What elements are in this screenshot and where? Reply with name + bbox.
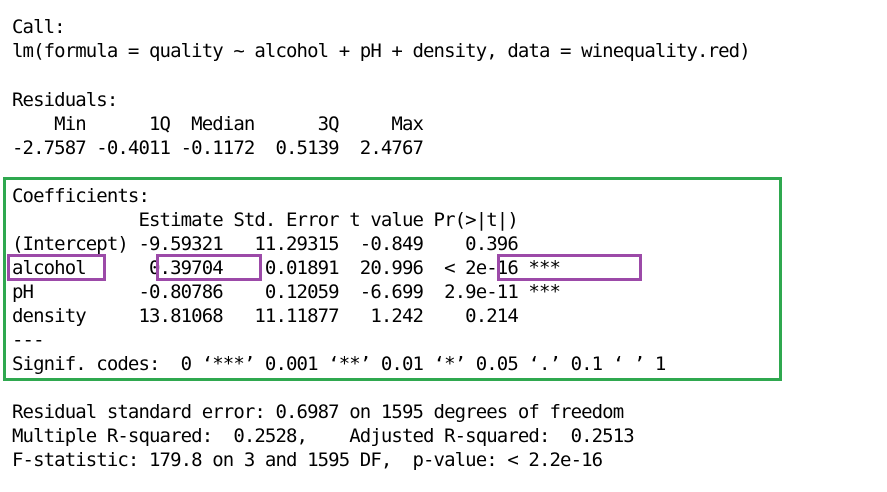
significance-codes: Signif. codes: 0 ‘***’ 0.001 ‘**’ 0.01 ‘… [12, 353, 666, 375]
residuals-quantile-labels: Min 1Q Median 3Q Max [12, 113, 434, 135]
coefficients-header: Coefficients: [12, 185, 150, 207]
call-header: Call: [12, 16, 66, 38]
significance-separator: --- [12, 329, 45, 351]
residual-standard-error: Residual standard error: 0.6987 on 1595 … [12, 401, 624, 423]
coefficient-row-ph: pH -0.80786 0.12059 -6.699 2.9e-11 *** [12, 281, 561, 303]
residuals-quantile-values: -2.7587 -0.4011 -0.1172 0.5139 2.4767 [12, 137, 434, 159]
residuals-header: Residuals: [12, 89, 118, 111]
r-squared-line: Multiple R-squared: 0.2528, Adjusted R-s… [12, 425, 645, 447]
coefficient-row-density: density 13.81068 11.11877 1.242 0.214 [12, 305, 561, 327]
coefficient-row-alcohol: alcohol 0.39704 0.01891 20.996 < 2e-16 *… [12, 257, 561, 279]
call-formula: lm(formula = quality ~ alcohol + pH + de… [12, 40, 751, 62]
coefficients-column-header: Estimate Std. Error t value Pr(>|t|) [12, 209, 561, 231]
f-statistic-line: F-statistic: 179.8 on 3 and 1595 DF, p-v… [12, 449, 603, 471]
coefficient-row-intercept: (Intercept) -9.59321 11.29315 -0.849 0.3… [12, 233, 561, 255]
